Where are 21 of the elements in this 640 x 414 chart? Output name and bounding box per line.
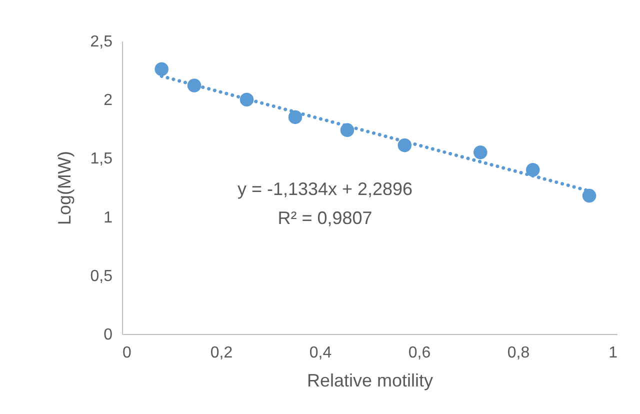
- point: [154, 62, 168, 76]
- y-axis-title: Log(MW): [54, 150, 74, 226]
- point: [526, 163, 540, 177]
- x-tick-label: 0,6: [408, 344, 431, 362]
- x-axis-title: Relative motility: [306, 370, 434, 390]
- y-tick-label: 1,5: [90, 150, 113, 168]
- x-tick-label: 1: [608, 344, 618, 362]
- point: [288, 110, 302, 124]
- x-tick-label: 0,2: [210, 344, 233, 362]
- annotation: R² = 0,9807: [278, 208, 372, 228]
- y-tick-label: 2,5: [90, 34, 113, 50]
- y-tick-label: 1: [104, 209, 113, 226]
- point: [473, 145, 488, 160]
- point: [582, 188, 596, 203]
- y-tick-label: 2: [104, 92, 113, 110]
- y-tick-label: 0: [104, 326, 113, 344]
- x-tick-label: 0: [122, 344, 132, 362]
- annotation: y = -1,1334x + 2,2896: [237, 179, 413, 199]
- y-tick-label: 0,5: [90, 268, 113, 285]
- x-tick-label: 0,4: [309, 344, 332, 362]
- x-tick-label: 0,8: [507, 344, 530, 362]
